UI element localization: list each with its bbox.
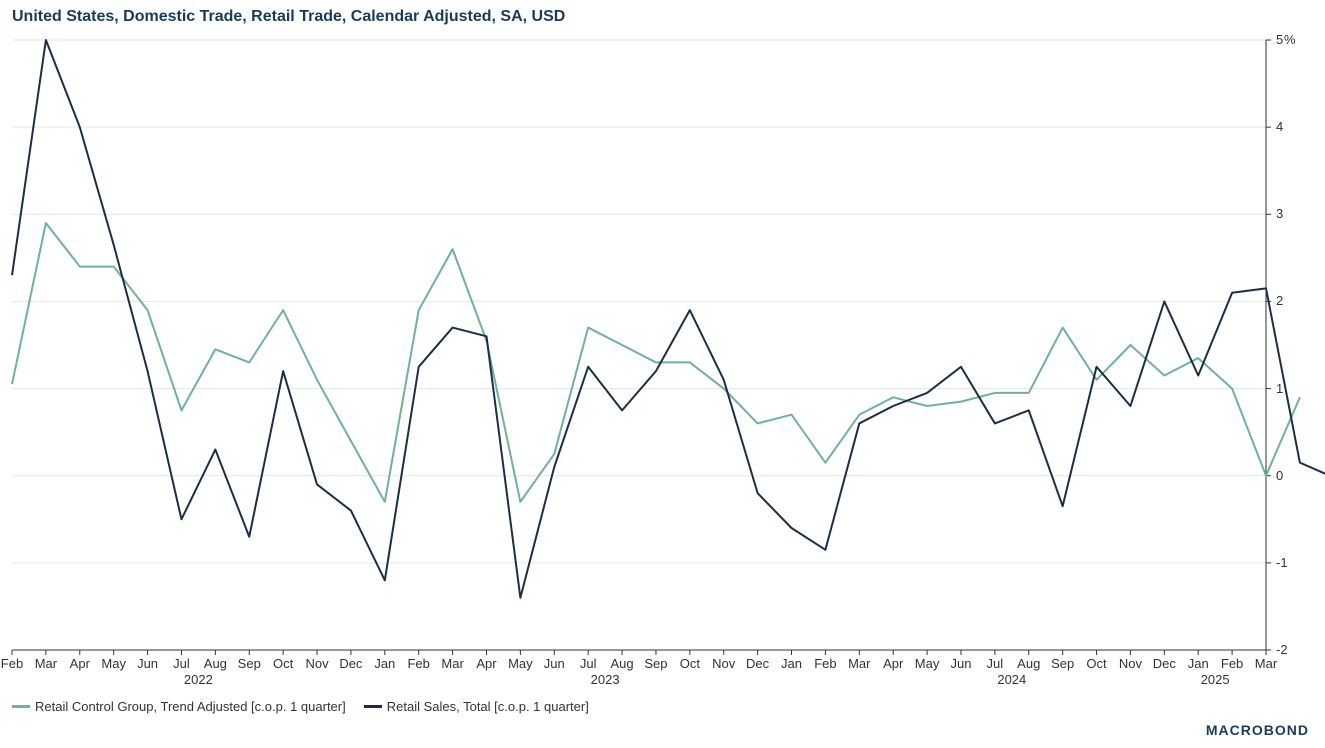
x-tick-label: Sep (1051, 656, 1074, 671)
legend-item: Retail Control Group, Trend Adjusted [c.… (12, 699, 346, 714)
y-tick-label: -1 (1276, 555, 1288, 570)
x-tick-label: Jun (137, 656, 158, 671)
x-tick-label: Mar (35, 656, 57, 671)
x-tick-label: Apr (70, 656, 90, 671)
x-tick-label: Oct (1086, 656, 1106, 671)
x-tick-label: Jul (580, 656, 597, 671)
legend-label: Retail Sales, Total [c.o.p. 1 quarter] (387, 699, 589, 714)
series-line (12, 223, 1300, 502)
branding-text: MACROBOND (1206, 722, 1309, 738)
x-year-label: 2022 (184, 672, 213, 687)
chart-container: United States, Domestic Trade, Retail Tr… (0, 0, 1325, 748)
x-tick-label: Feb (1, 656, 23, 671)
branding-logo: MACROBOND (1206, 722, 1309, 738)
y-tick-label: 2 (1276, 293, 1283, 308)
legend-swatch (12, 705, 30, 708)
y-tick-label: 1 (1276, 381, 1283, 396)
x-year-label: 2023 (591, 672, 620, 687)
y-tick-label: 3 (1276, 206, 1283, 221)
x-tick-label: May (101, 656, 126, 671)
legend: Retail Control Group, Trend Adjusted [c.… (12, 699, 601, 714)
x-tick-label: Feb (814, 656, 836, 671)
y-tick-label: 5 (1276, 32, 1283, 47)
y-tick-label: 4 (1276, 119, 1283, 134)
x-tick-label: Mar (848, 656, 870, 671)
x-tick-label: Jan (1188, 656, 1209, 671)
x-tick-label: Oct (273, 656, 293, 671)
x-tick-label: Nov (1119, 656, 1142, 671)
x-tick-label: Jan (374, 656, 395, 671)
legend-item: Retail Sales, Total [c.o.p. 1 quarter] (364, 699, 589, 714)
series-line (12, 40, 1325, 598)
x-tick-label: May (915, 656, 940, 671)
x-tick-label: Nov (712, 656, 735, 671)
y-tick-label: 0 (1276, 468, 1283, 483)
y-tick-label: -2 (1276, 642, 1288, 657)
x-tick-label: Sep (644, 656, 667, 671)
x-tick-label: Oct (680, 656, 700, 671)
legend-label: Retail Control Group, Trend Adjusted [c.… (35, 699, 346, 714)
x-tick-label: May (508, 656, 533, 671)
x-tick-label: Dec (339, 656, 362, 671)
x-tick-label: Sep (238, 656, 261, 671)
chart-title: United States, Domestic Trade, Retail Tr… (12, 8, 565, 26)
x-tick-label: Mar (1255, 656, 1277, 671)
x-tick-label: Dec (746, 656, 769, 671)
x-tick-label: Jan (781, 656, 802, 671)
x-year-label: 2025 (1201, 672, 1230, 687)
x-tick-label: Dec (1153, 656, 1176, 671)
x-tick-label: Aug (204, 656, 227, 671)
x-tick-label: Jul (173, 656, 190, 671)
x-tick-label: Feb (407, 656, 429, 671)
x-tick-label: Feb (1221, 656, 1243, 671)
x-tick-label: Jun (950, 656, 971, 671)
legend-swatch (364, 705, 382, 708)
x-tick-label: Nov (305, 656, 328, 671)
y-axis-unit: % (1284, 32, 1296, 47)
x-tick-label: Aug (1017, 656, 1040, 671)
x-tick-label: Apr (476, 656, 496, 671)
x-tick-label: Jun (544, 656, 565, 671)
plot-area (12, 40, 1266, 650)
x-tick-label: Apr (883, 656, 903, 671)
x-tick-label: Mar (441, 656, 463, 671)
x-tick-label: Jul (987, 656, 1004, 671)
x-year-label: 2024 (997, 672, 1026, 687)
x-tick-label: Aug (610, 656, 633, 671)
